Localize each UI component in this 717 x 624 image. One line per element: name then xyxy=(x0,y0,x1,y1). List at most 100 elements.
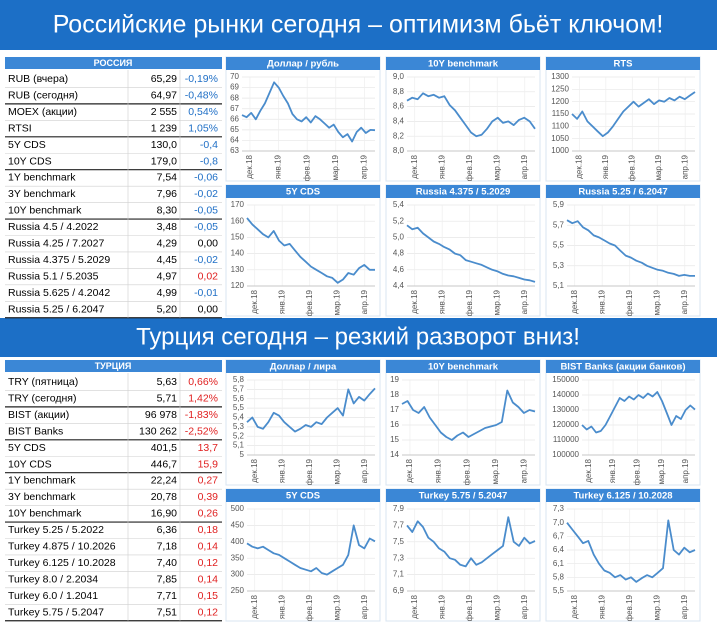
banner xyxy=(0,318,717,357)
y-tick-label: 68 xyxy=(230,93,239,102)
x-tick-label: апр.19 xyxy=(681,458,690,483)
x-tick-label: мар.19 xyxy=(491,458,500,484)
x-tick-label: мар.19 xyxy=(652,289,661,315)
x-tick-label: апр.19 xyxy=(680,154,689,179)
chart-frame xyxy=(385,359,541,486)
row-change: 0,00 xyxy=(198,303,219,315)
x-tick-label: дек.18 xyxy=(250,289,259,313)
x-tick-label: дек.18 xyxy=(250,594,259,618)
x-tick-label: фев.19 xyxy=(625,289,634,316)
row-change: 0,12 xyxy=(198,557,219,569)
x-tick-label: апр.19 xyxy=(360,458,369,483)
chart-title: 10Y benchmark xyxy=(428,59,499,70)
line-series xyxy=(406,516,536,568)
row-change: -0,05 xyxy=(194,205,218,217)
y-tick-label: 5,4 xyxy=(233,413,245,422)
row-change: 0,26 xyxy=(198,508,219,520)
row-change: 0,27 xyxy=(198,475,219,487)
x-tick-label: мар.19 xyxy=(654,154,663,180)
table-header: РОССИЯ xyxy=(94,58,133,68)
y-tick-label: 5,5 xyxy=(553,241,565,250)
row-change: 0,14 xyxy=(198,573,219,585)
row-value: 7,40 xyxy=(157,557,178,569)
chart-title: Доллар / рубль xyxy=(267,59,339,70)
chart-title-bar xyxy=(386,360,540,373)
chart-title: Доллар / лира xyxy=(270,362,337,373)
y-tick-label: 4,8 xyxy=(393,249,405,258)
y-tick-label: 160 xyxy=(231,216,245,225)
row-change: -0,48% xyxy=(185,89,218,101)
row-name: 3Y benchmark xyxy=(8,491,76,503)
y-tick-label: 140 xyxy=(231,249,245,258)
y-tick-label: 5,3 xyxy=(233,422,245,431)
row-name: Turkey 6.125 / 10.2028 xyxy=(8,557,116,569)
chart-title-bar xyxy=(386,489,540,502)
row-value: 7,54 xyxy=(157,172,178,184)
y-tick-label: 350 xyxy=(231,553,245,562)
y-tick-label: 5,2 xyxy=(233,431,245,440)
row-value: 5,71 xyxy=(157,392,178,404)
row-name: Russia 5.25 / 6.2047 xyxy=(8,303,104,315)
row-name: 10Y CDS xyxy=(8,458,52,470)
row-value: 65,29 xyxy=(151,73,177,85)
y-tick-label: 120 xyxy=(231,281,245,290)
y-tick-label: 5,4 xyxy=(393,200,405,209)
y-tick-label: 6,9 xyxy=(393,586,405,595)
x-tick-label: дек.18 xyxy=(584,458,593,482)
row-name: TRY (сегодня) xyxy=(8,392,76,404)
row-name: 3Y benchmark xyxy=(8,188,76,200)
row-value: 7,18 xyxy=(157,541,178,553)
row-name: Turkey 6.0 / 1.2041 xyxy=(8,590,98,602)
y-tick-label: 6,1 xyxy=(553,559,565,568)
x-tick-label: янв.19 xyxy=(437,289,446,314)
chart-title: BIST Banks (акции банков) xyxy=(560,362,685,373)
row-name: 1Y benchmark xyxy=(8,172,76,184)
chart-title: Turkey 5.75 / 5.2047 xyxy=(419,491,508,502)
chart-title: Turkey 6.125 / 10.2028 xyxy=(573,491,672,502)
row-change: 15,9 xyxy=(198,458,219,470)
x-tick-label: мар.19 xyxy=(332,458,341,484)
y-tick-label: 8,8 xyxy=(393,87,405,96)
row-value: 20,78 xyxy=(151,491,177,503)
y-tick-label: 15 xyxy=(390,435,399,444)
y-tick-label: 1300 xyxy=(551,72,569,81)
row-name: Russia 5.1 / 5.2035 xyxy=(8,270,99,282)
y-tick-label: 5,9 xyxy=(553,200,565,209)
row-change: 0,18 xyxy=(198,524,219,536)
row-name: BIST Banks xyxy=(8,425,63,437)
chart-frame xyxy=(545,488,701,622)
row-value: 16,90 xyxy=(151,508,177,520)
chart-frame xyxy=(545,359,701,486)
row-name: 10Y CDS xyxy=(8,155,52,167)
y-tick-label: 7,3 xyxy=(553,504,565,513)
x-tick-label: фев.19 xyxy=(625,594,634,621)
x-tick-label: дек.18 xyxy=(410,289,419,313)
y-tick-label: 1000 xyxy=(551,146,569,155)
row-name: RTSI xyxy=(8,122,32,134)
row-change: -0,06 xyxy=(194,172,218,184)
x-tick-label: фев.19 xyxy=(465,594,474,621)
y-tick-label: 7,0 xyxy=(553,518,565,527)
row-change: -0,02 xyxy=(194,188,218,200)
x-tick-label: фев.19 xyxy=(627,154,636,181)
row-change: -0,4 xyxy=(200,139,218,151)
x-tick-label: апр.19 xyxy=(680,289,689,314)
y-tick-label: 7,5 xyxy=(393,537,405,546)
row-name: BIST (акции) xyxy=(8,409,69,421)
chart-frame xyxy=(225,184,381,317)
row-name: MOEX (акции) xyxy=(8,106,77,118)
x-tick-label: дек.18 xyxy=(410,154,419,178)
y-tick-label: 6,4 xyxy=(553,545,565,554)
y-tick-label: 500 xyxy=(231,504,245,513)
y-tick-label: 1050 xyxy=(551,134,569,143)
row-name: 10Y benchmark xyxy=(8,205,82,217)
y-tick-label: 66 xyxy=(230,114,239,123)
chart-title-bar xyxy=(386,57,540,70)
x-tick-label: янв.19 xyxy=(597,594,606,619)
row-value: 4,99 xyxy=(157,287,178,299)
x-tick-label: фев.19 xyxy=(632,458,641,485)
row-value: 2 555 xyxy=(151,106,177,118)
row-value: 7,85 xyxy=(157,573,178,585)
line-series xyxy=(571,91,696,138)
row-value: 4,45 xyxy=(157,254,178,266)
